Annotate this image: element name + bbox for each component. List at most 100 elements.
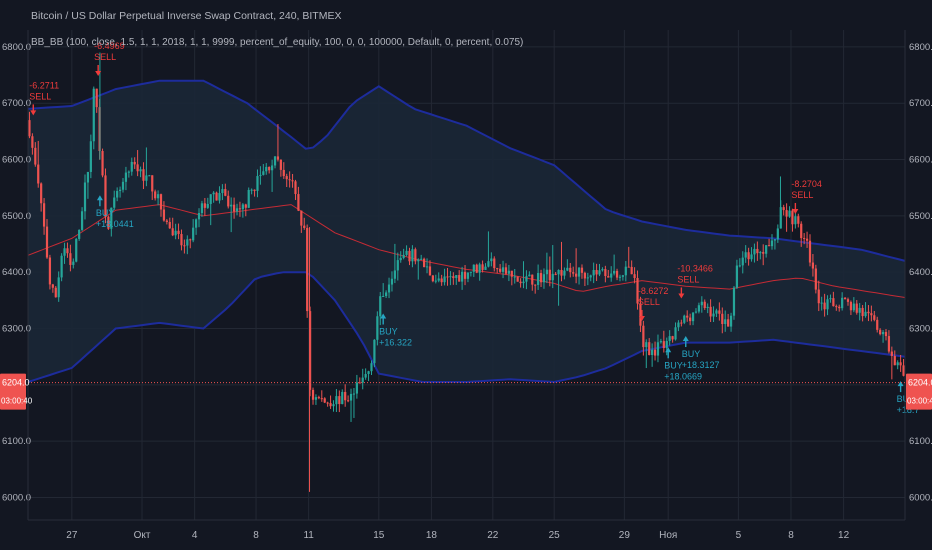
y-tick-label: 6600.0 xyxy=(909,155,932,166)
x-tick-label: Ноя xyxy=(659,530,677,541)
x-tick-label: 12 xyxy=(838,530,850,541)
candle-body xyxy=(507,270,510,274)
candle-body xyxy=(232,204,236,212)
candle-body xyxy=(72,261,75,265)
trade-label: -8.6272 xyxy=(638,286,669,296)
candle-body xyxy=(69,253,72,265)
candle-body xyxy=(136,164,139,172)
candle-body xyxy=(835,306,838,308)
candle-body xyxy=(595,269,598,275)
candle-body xyxy=(592,269,595,276)
candle-body xyxy=(45,226,49,258)
trade-label: BUY xyxy=(379,327,398,337)
x-tick-label: 29 xyxy=(619,530,631,541)
y-tick-label: 6500.0 xyxy=(909,211,932,222)
candle-body xyxy=(276,156,280,160)
candle-body xyxy=(235,208,239,212)
candle-body xyxy=(417,259,420,262)
candle-body xyxy=(162,209,166,221)
candle-body xyxy=(551,273,554,281)
price-axis-left[interactable]: 6800.0 6700.0 6600.0 6500.0 6400.0 6300.0 6100… xyxy=(2,30,31,520)
candle-body xyxy=(133,161,136,165)
candle-body xyxy=(387,284,391,293)
candle-body xyxy=(101,151,104,176)
candle-body xyxy=(870,313,873,316)
candle-body xyxy=(776,228,779,240)
candle-body xyxy=(820,302,823,304)
trade-label: BUY xyxy=(897,394,916,404)
x-tick-label: 11 xyxy=(303,530,314,541)
candle-body xyxy=(782,207,785,211)
candle-body xyxy=(124,172,128,182)
candle-body xyxy=(528,274,531,277)
candle-body xyxy=(615,270,619,278)
candle-body xyxy=(282,169,285,177)
candle-body xyxy=(431,275,434,282)
price-axis-right[interactable]: 6800.0 6700.0 6600.0 6500.0 6400.0 6300.0 6100… xyxy=(904,30,932,520)
y-tick-label: 6700.0 xyxy=(909,98,932,109)
sell-arrow-icon xyxy=(30,110,37,116)
buy-arrow-icon xyxy=(897,381,904,387)
basis-line xyxy=(27,204,906,298)
candle-body xyxy=(753,248,756,255)
candle-body xyxy=(572,272,575,274)
candle-body xyxy=(709,306,712,317)
candle-body xyxy=(200,203,204,213)
indicator-legend[interactable]: BB_BB (100, close, 1.5, 1, 1, 2018, 1, 1… xyxy=(31,37,524,48)
candle-body xyxy=(256,176,259,191)
candle-body xyxy=(689,317,692,322)
trade-label: BUY xyxy=(664,360,683,370)
candle-body xyxy=(651,349,654,356)
candle-body xyxy=(48,257,52,285)
candle-body xyxy=(522,281,525,284)
candle-body xyxy=(455,275,458,279)
candle-body xyxy=(721,313,724,324)
y-tick-label: 6400.0 xyxy=(909,267,932,278)
candle-body xyxy=(130,161,133,172)
candle-body xyxy=(604,269,607,277)
candle-body xyxy=(54,287,57,298)
candle-body xyxy=(434,280,437,282)
x-tick-label: 27 xyxy=(66,530,78,541)
buy-arrow-icon xyxy=(380,313,387,319)
y-tick-label: 6100.0 xyxy=(2,436,31,447)
candle-body xyxy=(294,181,297,195)
trade-label: +18.0669 xyxy=(664,371,702,381)
candle-body xyxy=(364,374,367,378)
candle-body xyxy=(618,276,622,278)
candle-body xyxy=(168,221,171,229)
candle-body xyxy=(42,203,46,227)
candle-body xyxy=(762,252,765,254)
candle-body xyxy=(639,303,642,326)
trade-label: SELL xyxy=(677,274,699,284)
candle-body xyxy=(586,277,589,279)
candle-body xyxy=(756,248,759,254)
candle-body xyxy=(519,281,522,284)
candle-body xyxy=(487,261,490,267)
candle-body xyxy=(189,239,192,241)
candle-body xyxy=(37,164,40,184)
candle-body xyxy=(177,230,180,235)
candle-body xyxy=(382,296,385,297)
candle-body xyxy=(183,245,186,247)
candle-body xyxy=(575,273,578,277)
y-tick-label: 6800.0 xyxy=(909,42,932,53)
candle-body xyxy=(323,398,326,403)
time-axis[interactable]: 27 Окт 4 8 11 15 18 22 25 29 Ноя 5 8 12 xyxy=(28,519,905,541)
candle-body xyxy=(624,266,627,276)
candle-body xyxy=(846,299,850,302)
candle-body xyxy=(148,175,151,177)
candle-body xyxy=(86,171,90,183)
y-tick-label: 6300.0 xyxy=(2,324,31,335)
candle-body xyxy=(861,307,864,317)
candle-body xyxy=(887,336,891,352)
buy-arrow-icon xyxy=(96,195,103,201)
candle-body xyxy=(829,298,832,300)
trade-markers: -6.2711SELL-6.4969SELLBUY+18.0441BUY+16.… xyxy=(29,41,919,415)
sell-arrow-icon xyxy=(678,293,685,299)
x-tick-label: 8 xyxy=(253,530,259,541)
candle-body xyxy=(738,265,741,267)
candle-body xyxy=(797,216,800,224)
candle-body xyxy=(674,327,677,340)
